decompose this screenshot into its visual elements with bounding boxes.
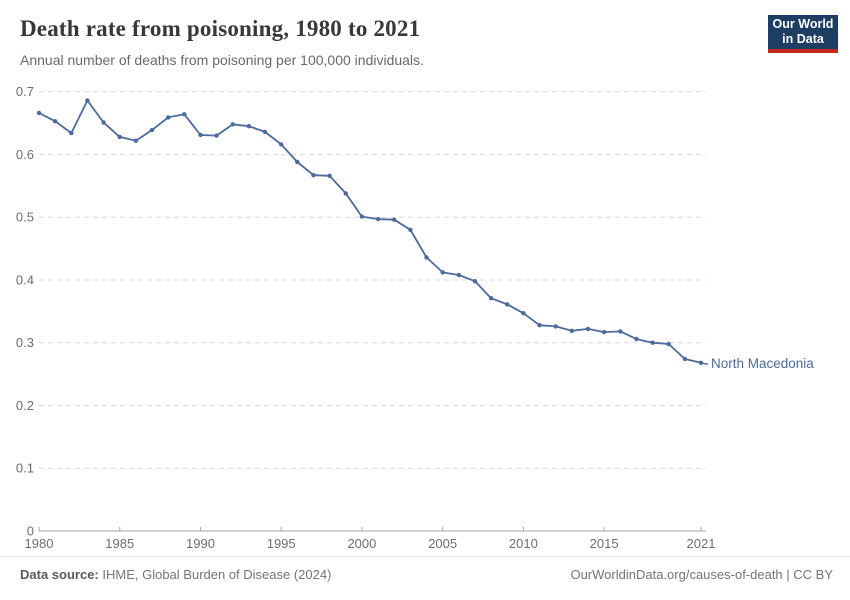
- data-point: [634, 336, 639, 342]
- data-point: [456, 272, 461, 278]
- data-point: [117, 134, 122, 140]
- y-tick-label: 0: [27, 524, 34, 539]
- gridlines-group: 0 0.1 0.2 0.3 0.4 0.5 0.6 0.7: [16, 84, 706, 539]
- y-tick-label: 0.7: [16, 84, 34, 99]
- x-axis: 1980 1985 1990 1995 2000 2005 2010 2015 2021: [25, 527, 716, 551]
- entity-label: North Macedonia: [711, 356, 814, 371]
- data-point: [166, 115, 171, 120]
- x-tick-label: 2021: [687, 536, 716, 551]
- data-point: [601, 329, 607, 335]
- data-source-value: IHME, Global Burden of Disease (2024): [102, 567, 332, 582]
- series-group: [36, 98, 709, 365]
- footer: Data source: IHME, Global Burden of Dise…: [0, 556, 850, 600]
- y-tick-label: 0.3: [16, 335, 34, 350]
- data-point: [230, 122, 235, 127]
- x-tick-label: 2015: [590, 536, 619, 551]
- data-point: [666, 341, 671, 347]
- data-point: [246, 124, 252, 129]
- owid-logo-line1: Our World: [772, 17, 834, 31]
- data-point: [182, 112, 187, 117]
- data-point: [375, 216, 381, 222]
- x-tick-label: 2000: [347, 536, 376, 551]
- label-connector: [702, 362, 709, 365]
- data-point: [521, 311, 526, 316]
- data-point: [279, 142, 284, 147]
- data-point: [36, 110, 42, 116]
- data-point: [698, 360, 704, 365]
- data-point: [295, 159, 300, 165]
- data-point: [52, 119, 58, 124]
- data-point: [537, 323, 542, 328]
- data-point: [262, 129, 268, 135]
- data-point: [585, 326, 591, 332]
- data-point: [408, 227, 413, 232]
- data-point: [198, 132, 203, 138]
- license-link[interactable]: OurWorldinData.org/causes-of-death | CC …: [570, 567, 833, 582]
- owid-logo[interactable]: Our World in Data: [768, 15, 838, 53]
- x-tick-label: 1990: [186, 536, 215, 551]
- data-point: [650, 340, 655, 345]
- data-point: [682, 356, 688, 362]
- data-point: [618, 329, 623, 334]
- data-point: [101, 120, 106, 125]
- y-tick-label: 0.5: [16, 210, 34, 225]
- data-point: [85, 98, 90, 103]
- x-tick-label: 1995: [267, 536, 296, 551]
- data-point: [424, 255, 429, 260]
- chart-title: Death rate from poisoning, 1980 to 2021: [20, 16, 421, 41]
- data-point: [392, 217, 397, 222]
- data-point: [505, 302, 510, 307]
- chart-subtitle: Annual number of deaths from poisoning p…: [20, 52, 424, 68]
- data-point: [359, 214, 365, 219]
- data-point: [472, 279, 478, 284]
- y-tick-label: 0.2: [16, 398, 34, 413]
- data-point: [149, 127, 155, 133]
- data-point: [214, 133, 219, 138]
- data-point: [488, 296, 494, 301]
- data-point: [133, 138, 139, 143]
- x-tick-label: 2010: [509, 536, 538, 551]
- data-point: [311, 173, 316, 178]
- y-tick-label: 0.4: [16, 272, 34, 287]
- x-tick-label: 2005: [428, 536, 457, 551]
- data-point: [553, 324, 558, 329]
- data-point: [343, 191, 348, 196]
- series-line: [38, 99, 702, 364]
- data-point: [440, 270, 445, 275]
- data-point: [569, 328, 574, 333]
- y-tick-label: 0.1: [16, 461, 34, 476]
- data-point: [69, 130, 74, 136]
- data-source-label: Data source:: [20, 567, 99, 582]
- data-point: [327, 173, 332, 178]
- owid-logo-line2: in Data: [782, 32, 824, 46]
- y-tick-label: 0.6: [16, 147, 34, 162]
- x-tick-label: 1980: [25, 536, 54, 551]
- x-tick-label: 1985: [105, 536, 134, 551]
- data-source-note: Data source: IHME, Global Burden of Dise…: [20, 567, 331, 582]
